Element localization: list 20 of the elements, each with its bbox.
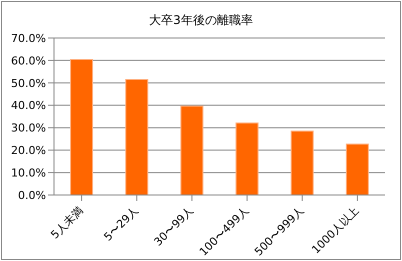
y-tick-label: 10.0% (11, 166, 46, 180)
y-tick-label: 20.0% (11, 144, 46, 158)
y-tick-label: 50.0% (11, 76, 46, 90)
y-tick-label: 40.0% (11, 99, 46, 112)
x-tick-label: 5〜29人 (101, 204, 142, 244)
bar (70, 59, 94, 195)
bar (236, 122, 259, 195)
bar (125, 78, 148, 195)
bar (290, 130, 314, 195)
bar (180, 106, 204, 195)
bar (346, 144, 369, 195)
x-tick-label: 100〜499人 (196, 204, 252, 259)
chart-title: 大卒3年後の離職率 (148, 12, 254, 29)
x-tick-label: 30〜99人 (152, 204, 196, 249)
x-tick-label: 5人未満 (48, 204, 86, 242)
y-tick-label: 30.0% (11, 122, 46, 135)
y-tick-label: 60.0% (11, 54, 46, 68)
y-tick-label: 0.0% (18, 188, 46, 202)
x-tick-label: 500〜999人 (252, 204, 307, 259)
y-tick-label: 70.0% (11, 32, 46, 45)
